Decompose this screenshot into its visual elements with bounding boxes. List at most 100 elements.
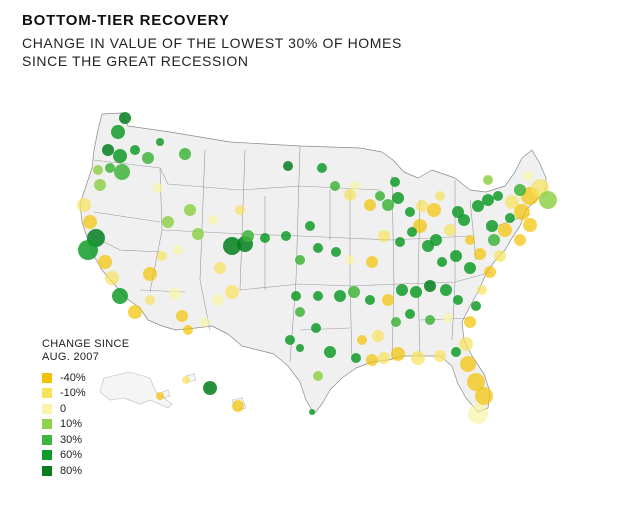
metro-dot	[305, 221, 315, 231]
metro-dot	[345, 255, 355, 265]
metro-dot	[366, 354, 378, 366]
metro-dot	[212, 294, 224, 306]
legend-swatch	[42, 419, 52, 430]
metro-dot	[153, 183, 163, 193]
metro-dot	[382, 294, 394, 306]
legend-label: 30%	[60, 433, 83, 446]
legend-swatch	[42, 372, 52, 383]
metro-dot	[523, 171, 533, 181]
metro-dot	[285, 335, 295, 345]
metro-dot	[505, 213, 515, 223]
state-borders	[79, 112, 547, 415]
metro-dot	[291, 291, 301, 301]
metro-dot	[475, 387, 493, 405]
legend-label: 60%	[60, 449, 83, 462]
legend-label: 0	[60, 402, 67, 415]
metro-dot	[452, 206, 464, 218]
metro-dot	[514, 184, 526, 196]
metro-dot	[484, 266, 496, 278]
metro-dot	[390, 177, 400, 187]
metro-dot	[472, 200, 484, 212]
metro-dot	[396, 284, 408, 296]
metro-dot	[405, 309, 415, 319]
metro-dot	[317, 163, 327, 173]
metro-dot	[156, 138, 164, 146]
legend-item: 30%	[42, 432, 129, 448]
legend-item: 10%	[42, 417, 129, 433]
metro-dot	[173, 245, 183, 255]
metro-dot	[330, 181, 340, 191]
metro-dot	[424, 280, 436, 292]
metro-dot	[78, 240, 98, 260]
metro-dot	[83, 215, 97, 229]
legend-swatch	[42, 434, 52, 445]
metro-dot	[348, 286, 360, 298]
metro-dot	[313, 291, 323, 301]
metro-dot	[382, 199, 394, 211]
metro-dot	[313, 371, 323, 381]
legend-label: -10%	[60, 387, 86, 400]
metro-dot	[112, 288, 128, 304]
metro-dot	[283, 161, 293, 171]
metro-dot	[184, 204, 196, 216]
metro-dots	[77, 112, 557, 424]
metro-dot	[351, 353, 361, 363]
metro-dot	[486, 220, 498, 232]
legend-item: 60%	[42, 448, 129, 464]
metro-dot	[203, 381, 217, 395]
metro-dot	[311, 323, 321, 333]
metro-dot	[113, 149, 127, 163]
metro-dot	[434, 350, 446, 362]
metro-dot	[142, 152, 154, 164]
legend-swatch	[42, 388, 52, 399]
metro-dot	[440, 284, 452, 296]
metro-dot	[225, 285, 239, 299]
metro-dot	[77, 198, 91, 212]
legend-label: 80%	[60, 464, 83, 477]
metro-dot	[395, 237, 405, 247]
metro-dot	[344, 189, 356, 201]
metro-dot	[223, 237, 241, 255]
metro-dot	[102, 144, 114, 156]
metro-dot	[208, 215, 218, 225]
metro-dot	[539, 191, 557, 209]
metro-dot	[119, 112, 131, 124]
metro-dot	[309, 409, 315, 415]
metro-dot	[350, 181, 360, 191]
metro-dot	[425, 315, 435, 325]
metro-dot	[464, 262, 476, 274]
metro-dot	[459, 337, 473, 351]
metro-dot	[130, 145, 140, 155]
metro-dot	[391, 317, 401, 327]
metro-dot	[435, 191, 445, 201]
metro-dot	[281, 231, 291, 241]
legend-title: CHANGE SINCE AUG. 2007	[42, 338, 129, 364]
metro-dot	[375, 191, 385, 201]
metro-dot	[378, 230, 390, 242]
metro-dot	[296, 344, 304, 352]
metro-dot	[416, 200, 428, 212]
metro-dot	[410, 286, 422, 298]
metro-dot	[427, 203, 441, 217]
metro-dot	[413, 219, 427, 233]
alaska-hawaii	[99, 371, 247, 411]
metro-dot	[214, 262, 226, 274]
lower-48-outline	[79, 112, 547, 415]
chart-title: BOTTOM-TIER RECOVERY	[22, 12, 230, 29]
metro-dot	[331, 247, 341, 257]
metro-dot	[488, 234, 500, 246]
legend-item: 0	[42, 401, 129, 417]
metro-dot	[313, 243, 323, 253]
metro-dot	[157, 251, 167, 261]
metro-dot	[176, 310, 188, 322]
metro-dot	[505, 195, 519, 209]
metro-dot	[465, 235, 475, 245]
subtitle-line-1: CHANGE IN VALUE OF THE LOWEST 30% OF HOM…	[22, 35, 402, 51]
metro-dot	[232, 400, 244, 412]
legend-swatch	[42, 450, 52, 461]
metro-dot	[366, 256, 378, 268]
metro-dot	[523, 218, 537, 232]
legend-title-line-2: AUG. 2007	[42, 351, 100, 363]
metro-dot	[179, 148, 191, 160]
